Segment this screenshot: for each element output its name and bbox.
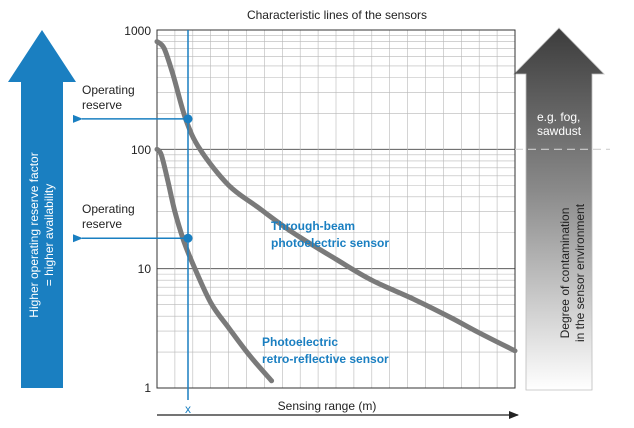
operating-reserve-label: Operating — [82, 202, 135, 216]
operating-reserve-label: Operating — [82, 83, 135, 97]
x-axis-label: Sensing range (m) — [278, 399, 377, 413]
series-label-through-beam-line1: Through-beam — [271, 219, 355, 233]
chart-title: Characteristic lines of the sensors — [247, 8, 427, 22]
y-tick-labels: 1 10 100 1000 — [124, 24, 151, 395]
right-arrow-label-line1: Degree of contamination — [558, 208, 572, 339]
series-label-through-beam-line2: photoelectric sensor — [271, 236, 389, 250]
left-arrow: Higher operating reserve factor = higher… — [8, 30, 76, 388]
left-arrow-shape — [8, 30, 76, 388]
operating-reserve-label-2: reserve — [82, 98, 122, 112]
series-line-0 — [154, 39, 518, 354]
y-tick-label: 1 — [144, 381, 151, 395]
y-tick-label: 1000 — [124, 24, 151, 38]
contamination-label: e.g. fog, — [537, 110, 580, 124]
right-arrow-shape — [513, 27, 605, 391]
chart-grid — [157, 30, 515, 388]
series-label-retro-line1: Photoelectric — [262, 335, 338, 349]
y-tick-label: 100 — [131, 143, 151, 157]
series-line-1 — [154, 146, 275, 384]
right-arrow: Degree of contamination in the sensor en… — [513, 27, 605, 391]
left-arrow-label-line1: Higher operating reserve factor — [27, 152, 41, 317]
y-tick-label: 10 — [138, 262, 152, 276]
left-arrow-label-line2: = higher availability — [42, 184, 56, 286]
contamination-label-2: sawdust — [537, 124, 582, 138]
series-label-retro-line2: retro-reflective sensor — [262, 352, 389, 366]
operating-reserve-label-2: reserve — [82, 217, 122, 231]
plot-frame — [156, 29, 516, 389]
x-marker-label: x — [185, 402, 191, 416]
right-arrow-label-line2: in the sensor environment — [573, 203, 587, 342]
